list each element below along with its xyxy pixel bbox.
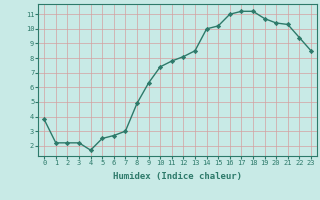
X-axis label: Humidex (Indice chaleur): Humidex (Indice chaleur) (113, 172, 242, 181)
